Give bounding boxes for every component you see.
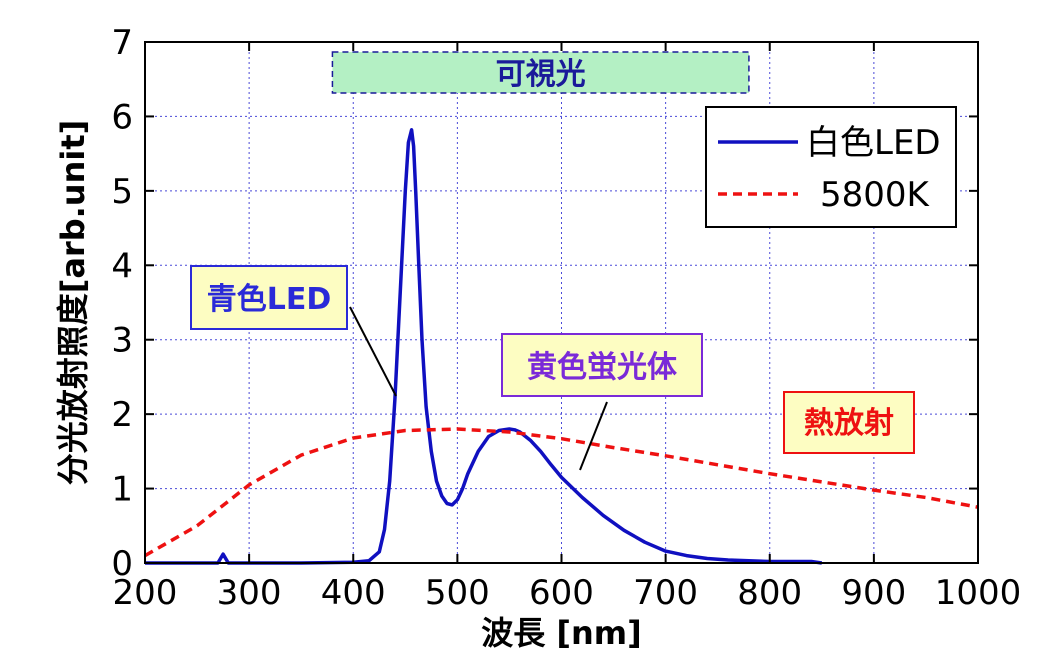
y-tick-label: 6 [111, 97, 133, 137]
y-axis-label: 分光放射照度[arb.unit] [54, 120, 92, 486]
y-tick-label: 1 [111, 470, 133, 510]
yellow-phosphor-annotation: 黄色蛍光体 [501, 333, 703, 471]
blue-led-pointer [349, 306, 397, 397]
y-tick-label: 3 [111, 321, 133, 361]
x-tick-label: 600 [529, 573, 594, 613]
series-lines [144, 128, 979, 565]
blue-led-box [190, 265, 348, 330]
y-tick-label: 7 [111, 23, 133, 63]
yellow-phosphor-pointer [579, 401, 608, 471]
legend-label-5800k: 5800K [820, 175, 931, 215]
visible-light-label: 可視光 [496, 57, 586, 92]
x-tick-label: 900 [841, 573, 906, 613]
yellow-phosphor-box [501, 333, 703, 397]
x-tick-label: 700 [633, 573, 698, 613]
x-tick-label: 300 [217, 573, 282, 613]
yellow-phosphor-label: 黄色蛍光体 [527, 350, 678, 385]
visible-light-band [331, 51, 750, 94]
x-tick-label: 800 [737, 573, 802, 613]
blue-led-label: 青色LED [207, 282, 332, 317]
legend: 白色LED 5800K [705, 106, 957, 228]
thermal-annotation: 熱放射 [783, 391, 915, 454]
blue-led-annotation: 青色LED [190, 265, 397, 397]
x-tick-label: 400 [321, 573, 386, 613]
x-tick-label: 1000 [935, 573, 1022, 613]
thermal-label: 熱放射 [804, 406, 894, 441]
x-axis-label: 波長 [nm] [481, 614, 642, 652]
legend-box [705, 106, 957, 228]
y-tick-label: 0 [111, 544, 133, 584]
thermal-box [783, 391, 915, 454]
y-tick-label: 5 [111, 172, 133, 212]
legend-label-white-led: 白色LED [806, 123, 941, 163]
x-tick-labels: 200 300 400 500 600 700 800 900 1000 [113, 42, 1022, 613]
y-tick-label: 4 [111, 246, 133, 286]
x-tick-label: 500 [425, 573, 490, 613]
y-tick-label: 2 [111, 395, 133, 435]
y-tick-labels: 0 1 2 3 4 5 6 7 [111, 23, 978, 584]
series-line-白色LED [145, 128, 823, 565]
x-tick-label: 200 [113, 573, 178, 613]
series-line-5800K [144, 427, 979, 558]
